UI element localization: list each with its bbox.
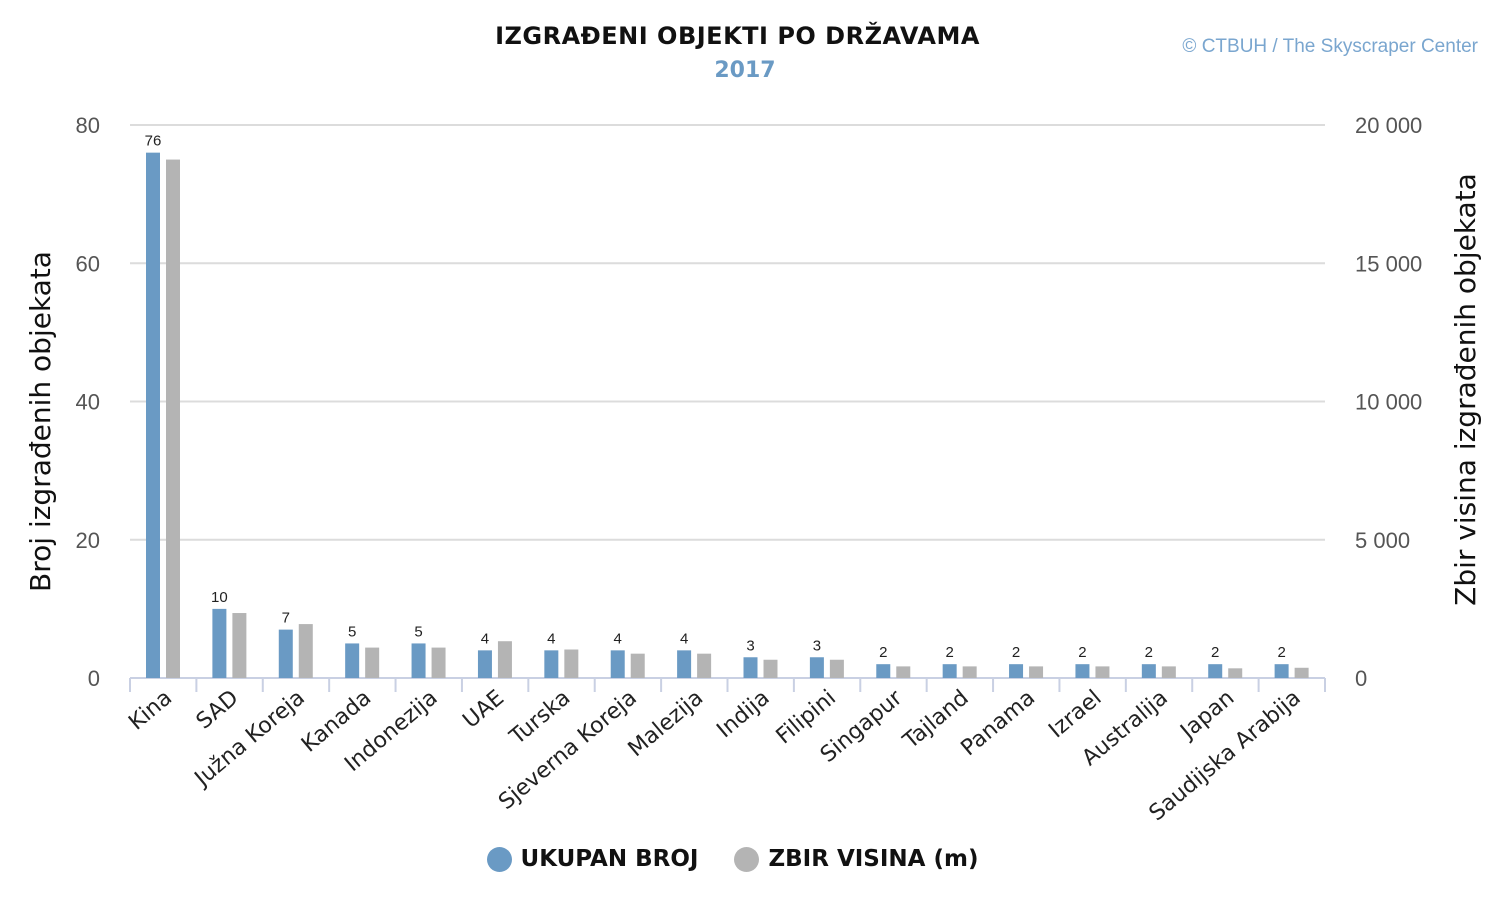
bar-count xyxy=(1075,664,1090,678)
bar-height xyxy=(497,641,512,678)
category-label: Indija xyxy=(712,685,774,743)
bar-height xyxy=(1228,668,1243,678)
data-label: 2 xyxy=(1012,644,1020,661)
y-tick-label: 0 xyxy=(88,666,100,691)
bar-height xyxy=(763,659,778,678)
bar-count xyxy=(146,152,160,678)
bar-height xyxy=(962,666,977,678)
data-label: 7 xyxy=(282,610,290,627)
data-label: 2 xyxy=(1277,644,1285,661)
bar-count xyxy=(1208,664,1223,678)
bar-height xyxy=(564,649,579,678)
data-label: 2 xyxy=(879,644,887,661)
bar-height xyxy=(630,653,645,678)
bar-height xyxy=(1029,666,1044,678)
bar-count xyxy=(411,643,426,678)
data-label: 4 xyxy=(481,630,489,647)
bar-height xyxy=(365,647,380,678)
legend: UKUPAN BROJ ZBIR VISINA (m) xyxy=(0,846,1465,878)
data-label: 2 xyxy=(1211,644,1219,661)
y2-tick-label: 10 000 xyxy=(1355,390,1422,415)
y-tick-label: 20 xyxy=(76,528,100,553)
data-label: 5 xyxy=(348,623,356,640)
legend-label-height: ZBIR VISINA (m) xyxy=(768,846,979,872)
bar-height xyxy=(1294,667,1309,678)
data-label: 2 xyxy=(945,644,953,661)
y2-tick-label: 5 000 xyxy=(1355,528,1410,553)
data-label: 2 xyxy=(1078,644,1086,661)
y2-tick-label: 0 xyxy=(1355,666,1367,691)
bar-count xyxy=(809,657,824,678)
data-label: 4 xyxy=(547,630,555,647)
bar-height xyxy=(896,666,911,678)
y2-tick-label: 20 000 xyxy=(1355,113,1422,138)
legend-item-height[interactable]: ZBIR VISINA (m) xyxy=(734,846,978,872)
data-label: 4 xyxy=(680,630,688,647)
category-label: Panama xyxy=(957,685,1041,761)
credit-text: © CTBUH / The Skyscraper Center xyxy=(1182,36,1478,57)
bar-count xyxy=(942,664,957,678)
category-label: SAD xyxy=(192,685,244,734)
bar-count xyxy=(544,650,559,678)
y-tick-label: 60 xyxy=(76,251,100,276)
bar-count xyxy=(477,650,492,678)
bar-count xyxy=(212,608,227,678)
bar-count xyxy=(278,629,293,678)
chart-title: IZGRAĐENI OBJEKTI PO DRŽAVAMA xyxy=(495,22,980,50)
bar-count xyxy=(1009,664,1024,678)
bar-count xyxy=(1141,664,1156,678)
y-tick-label: 40 xyxy=(76,390,100,415)
bar-height xyxy=(431,647,446,678)
data-label: 10 xyxy=(211,589,228,606)
y2-tick-label: 15 000 xyxy=(1355,251,1422,276)
data-label: 2 xyxy=(1145,644,1153,661)
bar-height xyxy=(1161,666,1176,678)
legend-swatch-height xyxy=(734,846,760,872)
data-label: 4 xyxy=(614,630,622,647)
data-label: 3 xyxy=(746,637,754,654)
bar-count xyxy=(677,650,692,678)
y2-axis-title: Zbir visina izgrađenih objekata xyxy=(1449,173,1482,606)
bar-height xyxy=(1095,666,1110,678)
legend-item-count[interactable]: UKUPAN BROJ xyxy=(486,846,699,872)
category-label: UAE xyxy=(458,685,509,733)
bar-height xyxy=(829,659,844,678)
category-label: Malezija xyxy=(624,685,709,762)
data-label: 5 xyxy=(414,623,422,640)
bar-height xyxy=(232,613,247,678)
chart-subtitle: 2017 xyxy=(714,58,776,83)
bar-count xyxy=(743,657,758,678)
bar-height xyxy=(166,159,180,678)
bar-count xyxy=(345,643,360,678)
data-label: 3 xyxy=(813,637,821,654)
bar-count xyxy=(876,664,891,678)
y-axis-title: Broj izgrađenih objekata xyxy=(24,251,57,592)
bar-height xyxy=(298,624,313,678)
y-tick-label: 80 xyxy=(76,113,100,138)
bar-count xyxy=(1274,664,1289,678)
data-label: 76 xyxy=(145,133,162,150)
category-label: Kina xyxy=(124,685,177,735)
bar-height xyxy=(697,653,712,678)
bar-count xyxy=(610,650,625,678)
legend-swatch-count xyxy=(486,846,512,872)
legend-label-count: UKUPAN BROJ xyxy=(520,846,699,872)
